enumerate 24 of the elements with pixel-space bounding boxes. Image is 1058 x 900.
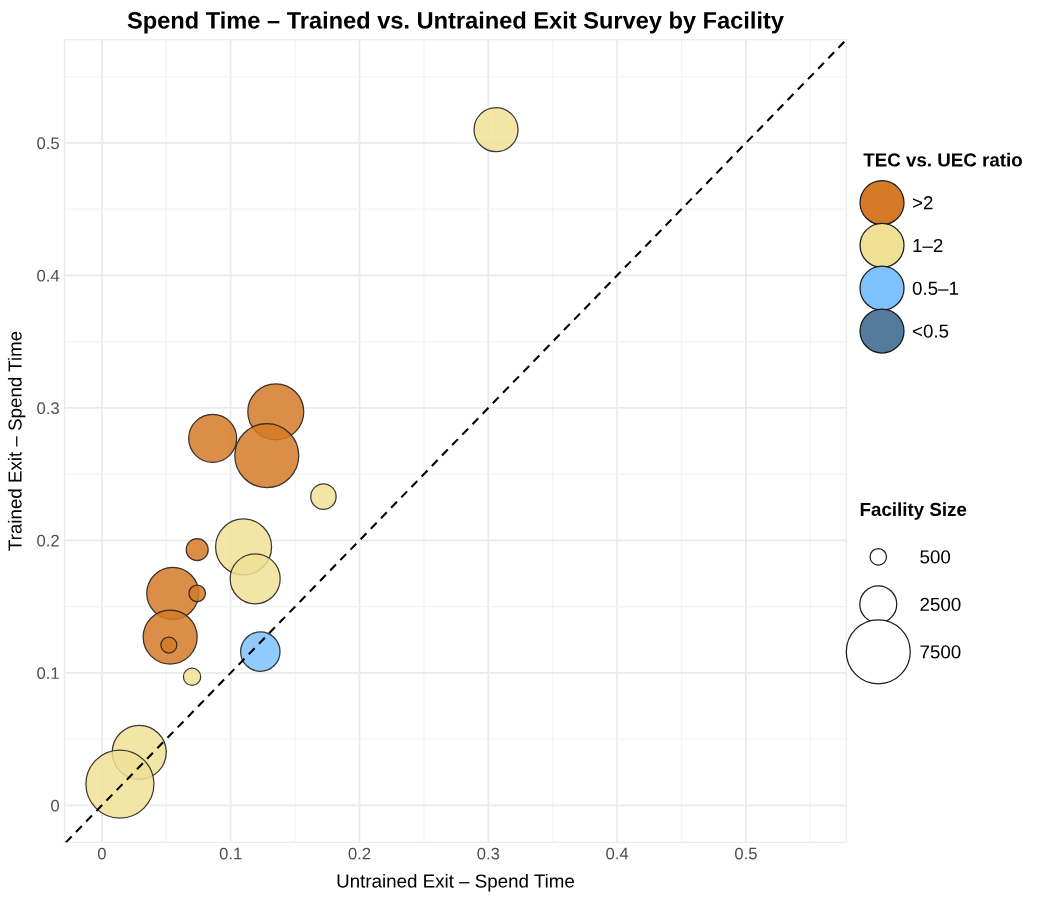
x-tick-label: 0.5	[735, 847, 757, 860]
x-tick-label: 0.1	[219, 847, 242, 860]
y-tick-label: 0.4	[37, 269, 60, 282]
legend-label: 7500	[920, 645, 961, 659]
legend-title: TEC vs. UEC ratio	[863, 152, 1022, 167]
y-tick-label: 0.3	[37, 402, 59, 415]
x-tick-label: 0.2	[348, 847, 371, 860]
y-tick-label: 0.2	[37, 534, 59, 547]
legend-label: 500	[920, 550, 951, 564]
x-tick-label: 0.4	[606, 847, 629, 860]
chart-title: Spend Time – Trained vs. Untrained Exit Survey by Facility	[127, 11, 784, 34]
y-tick-label: 0.5	[37, 137, 59, 150]
legend-label: 0.5–1	[912, 281, 959, 295]
text: Facility Size	[860, 502, 967, 520]
x-axis-title: Untrained Exit – Spend Time	[337, 873, 574, 892]
legend-label: 2500	[920, 597, 961, 612]
legend-label: <0.5	[912, 324, 949, 338]
legend-label: >2	[912, 196, 933, 210]
y-tick-label: 0.1	[37, 667, 59, 680]
y-tick-label: 0	[51, 799, 60, 812]
legend-label: 1–2	[913, 238, 943, 252]
x-tick-label: 0	[97, 847, 106, 860]
x-tick-label: 0.3	[477, 847, 500, 860]
y-axis-title: Trained Exit – Spend Time	[7, 331, 26, 551]
